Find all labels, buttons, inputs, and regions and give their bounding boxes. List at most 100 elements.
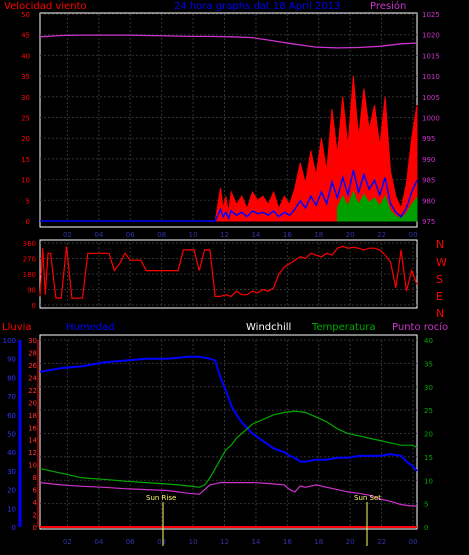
hour-tick-label: 02 bbox=[63, 231, 72, 239]
wind-green-area bbox=[336, 190, 418, 222]
hour-tick-label: 06 bbox=[126, 231, 135, 239]
pressure-tick-label: 975 bbox=[422, 218, 435, 226]
compass-letter-e: E bbox=[436, 290, 443, 303]
humidity-line bbox=[39, 355, 418, 472]
wind-tick-label: 15 bbox=[21, 156, 30, 164]
rain-tick-label: 14 bbox=[28, 437, 37, 445]
wind-speed-axis-ticks: 0 5 10 15 20 25 30 35 40 45 50 bbox=[21, 11, 30, 226]
pressure-tick-label: 1015 bbox=[422, 52, 440, 60]
hour-tick-label: 20 bbox=[346, 538, 355, 546]
humidity-tick-label: 0 bbox=[12, 524, 16, 532]
wind-tick-label: 35 bbox=[21, 73, 30, 81]
temperature-tick-label: 15 bbox=[424, 454, 433, 462]
wind-direction-line bbox=[39, 245, 418, 299]
panel-wind-series bbox=[39, 34, 418, 222]
pressure-tick-label: 1005 bbox=[422, 94, 440, 102]
rain-tick-label: 22 bbox=[28, 387, 37, 395]
direction-tick-label: 360 bbox=[23, 240, 36, 248]
humidity-tick-label: 10 bbox=[7, 505, 16, 513]
sunset-annotation: Sun Set bbox=[354, 494, 381, 502]
hour-tick-label: 10 bbox=[189, 538, 198, 546]
rain-tick-label: 4 bbox=[33, 499, 38, 507]
sunrise-annotation: Sun Rise bbox=[146, 494, 176, 502]
direction-tick-label: 180 bbox=[23, 271, 36, 279]
direction-axis-ticks: 0 90 180 270 360 bbox=[23, 240, 36, 310]
windchill-label: Windchill bbox=[246, 322, 291, 333]
hour-tick-label: 14 bbox=[251, 538, 260, 546]
temperature-tick-label: 10 bbox=[424, 477, 433, 485]
hour-tick-label: 06 bbox=[126, 538, 135, 546]
hour-tick-label: 08 bbox=[157, 231, 166, 239]
hour-tick-label: 14 bbox=[251, 231, 260, 239]
wind-tick-label: 50 bbox=[21, 11, 30, 19]
pressure-tick-label: 1010 bbox=[422, 73, 440, 81]
hour-tick-label: 12 bbox=[220, 231, 229, 239]
temperature-tick-label: 25 bbox=[424, 407, 433, 415]
pressure-tick-label: 980 bbox=[422, 197, 435, 205]
wind-tick-label: 5 bbox=[26, 197, 30, 205]
temperature-label: Temperatura bbox=[311, 322, 376, 333]
pressure-tick-label: 985 bbox=[422, 177, 435, 185]
wind-tick-label: 10 bbox=[21, 177, 30, 185]
pressure-tick-label: 1025 bbox=[422, 11, 440, 19]
compass-letter-s: S bbox=[436, 273, 443, 286]
rain-tick-label: 8 bbox=[33, 474, 37, 482]
rain-tick-label: 18 bbox=[28, 412, 37, 420]
rain-tick-label: 20 bbox=[28, 399, 37, 407]
pressure-line bbox=[39, 34, 418, 49]
wind-tick-label: 45 bbox=[21, 32, 30, 40]
pressure-label: Presión bbox=[370, 0, 406, 12]
wind-tick-label: 40 bbox=[21, 52, 30, 60]
rain-tick-label: 16 bbox=[28, 424, 37, 432]
direction-tick-label: 90 bbox=[27, 287, 36, 295]
pressure-tick-label: 1020 bbox=[422, 32, 440, 40]
humidity-tick-label: 20 bbox=[7, 487, 16, 495]
humidity-tick-label: 100 bbox=[3, 337, 16, 345]
rain-tick-label: 26 bbox=[28, 362, 37, 370]
dewpoint-line bbox=[39, 482, 417, 507]
compass-letter-n-top: N bbox=[436, 238, 444, 251]
compass-letter-w: W bbox=[436, 256, 447, 269]
wind-tick-label: 20 bbox=[21, 135, 30, 143]
humidity-axis-ticks: 0 10 20 30 40 50 60 70 80 90 100 bbox=[3, 337, 16, 532]
wind-tick-label: 0 bbox=[26, 218, 30, 226]
rain-tick-label: 24 bbox=[28, 374, 37, 382]
hour-tick-label: 04 bbox=[94, 538, 103, 546]
wind-speed-label: Velocidad viento bbox=[4, 1, 87, 12]
hour-tick-label: 16 bbox=[283, 538, 292, 546]
wind-tick-label: 30 bbox=[21, 94, 30, 102]
humidity-tick-label: 60 bbox=[7, 412, 16, 420]
rain-tick-label: 12 bbox=[28, 449, 37, 457]
hour-tick-label: 16 bbox=[283, 231, 292, 239]
temperature-tick-label: 30 bbox=[424, 384, 433, 392]
humidity-tick-label: 50 bbox=[7, 431, 16, 439]
pressure-axis-ticks: 975 980 985 990 995 1000 1005 1010 1015 1020 1025 bbox=[422, 11, 440, 226]
hour-tick-label: 04 bbox=[94, 231, 103, 239]
humidity-tick-label: 80 bbox=[7, 374, 16, 382]
panel-direction-series bbox=[39, 245, 418, 299]
rain-tick-label: 6 bbox=[33, 487, 38, 495]
hour-tick-label: 08 bbox=[157, 538, 166, 546]
panel-temp-series bbox=[39, 355, 418, 528]
hour-tick-label: 20 bbox=[346, 231, 355, 239]
humidity-tick-label: 90 bbox=[7, 356, 16, 364]
temperature-line bbox=[39, 410, 418, 488]
hour-tick-label: 12 bbox=[220, 538, 229, 546]
chart-title: 24 hora graphs dat 18 April 2013 bbox=[174, 1, 340, 12]
rain-tick-label: 28 bbox=[28, 349, 37, 357]
hour-tick-label: 02 bbox=[63, 538, 72, 546]
hour-tick-label: 22 bbox=[377, 538, 386, 546]
wind-tick-label: 25 bbox=[21, 115, 30, 123]
pressure-tick-label: 995 bbox=[422, 135, 435, 143]
panel-direction-grid bbox=[40, 242, 417, 306]
hour-tick-label: 00 bbox=[409, 538, 418, 546]
direction-tick-label: 270 bbox=[23, 256, 36, 264]
rain-tick-label: 0 bbox=[33, 524, 37, 532]
temperature-axis-ticks: 0 5 10 15 20 25 30 35 40 bbox=[424, 337, 433, 532]
hour-tick-label: 00 bbox=[409, 231, 418, 239]
rain-tick-label: 10 bbox=[28, 462, 37, 470]
hour-tick-label: 22 bbox=[377, 231, 386, 239]
